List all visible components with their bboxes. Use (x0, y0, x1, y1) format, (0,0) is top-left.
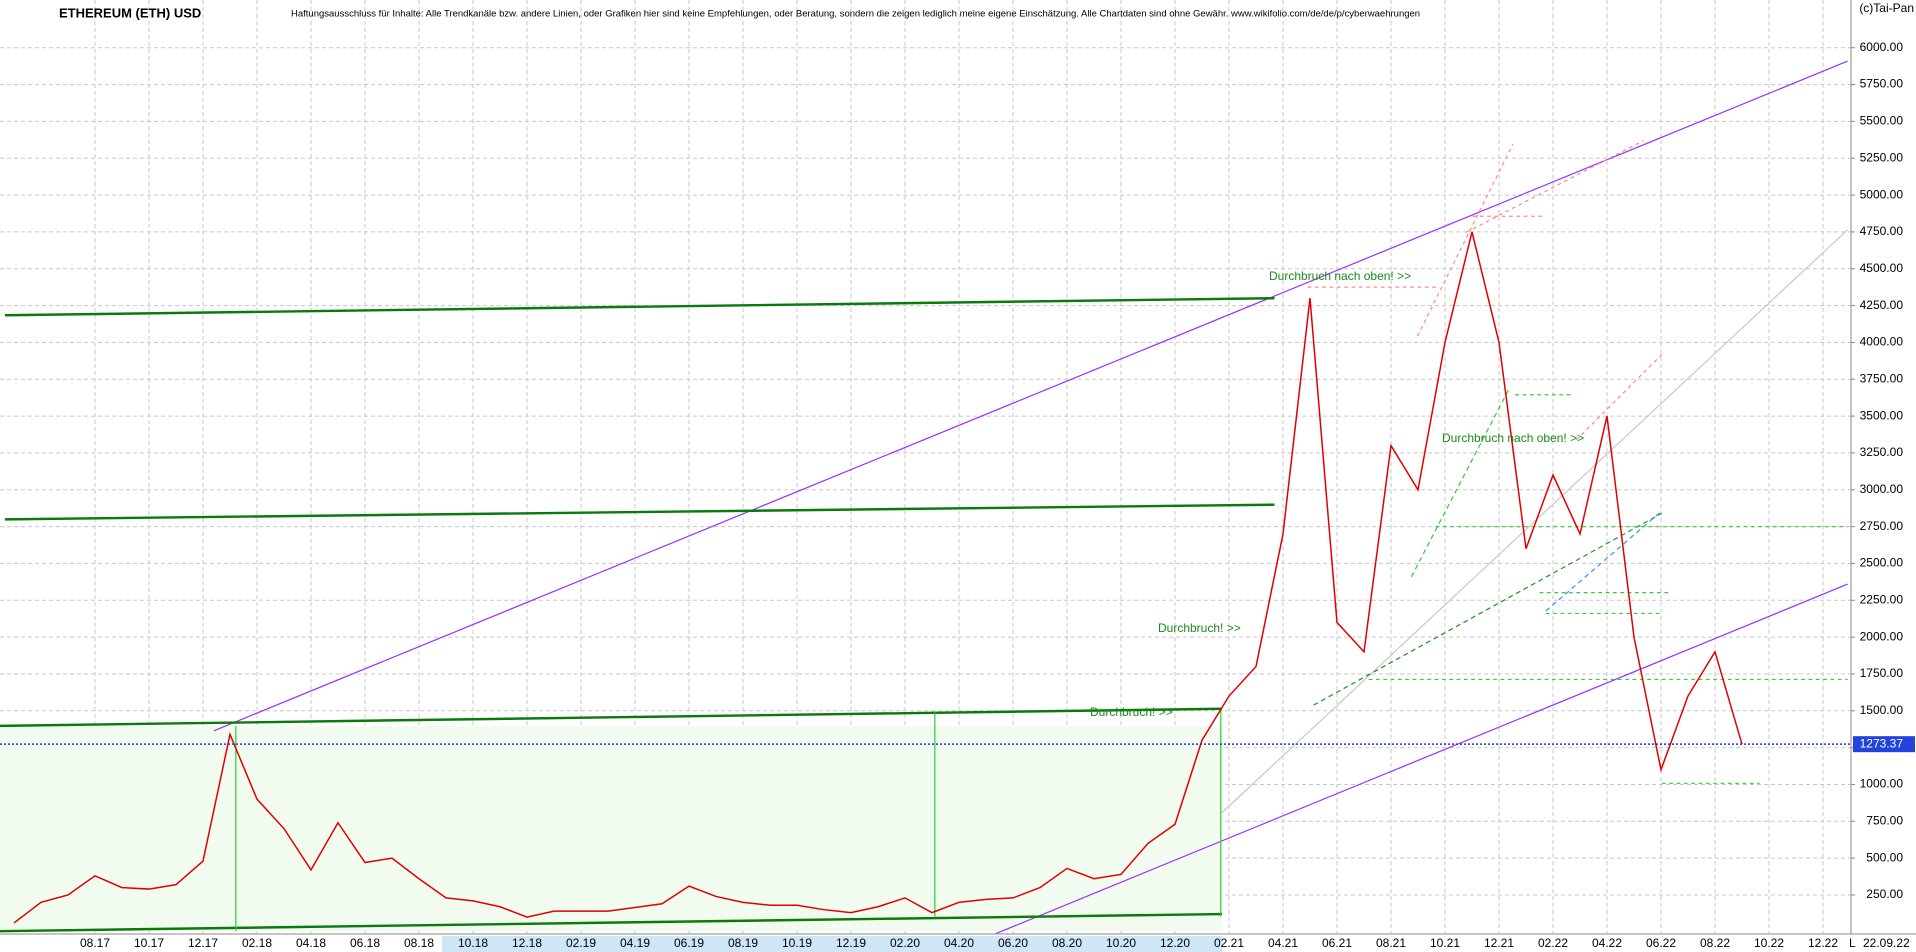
x-tick-label: 08.21 (1376, 936, 1406, 950)
x-tick-label: 06.19 (674, 936, 704, 950)
support (0, 912, 1223, 933)
y-tick-label: 3250.00 (1860, 445, 1904, 459)
y-tick-label: 5750.00 (1860, 77, 1904, 91)
range-fill (0, 725, 1222, 932)
upper-channel (213, 60, 1848, 732)
dashed-trend (1575, 353, 1663, 441)
resistance (4, 296, 1275, 317)
diagonal (1221, 229, 1849, 814)
y-tick-label: 2500.00 (1860, 556, 1904, 570)
annotation: Durchbruch nach oben! >> (1442, 431, 1584, 445)
x-tick-label: 10.22 (1754, 936, 1784, 950)
x-tick-label: 08.17 (80, 936, 110, 950)
y-tick-label: 3000.00 (1860, 482, 1904, 496)
y-tick-label: 3500.00 (1860, 408, 1904, 422)
x-tick-label: 12.17 (188, 936, 218, 950)
resistance (0, 707, 1223, 728)
trend-lines (0, 60, 1849, 935)
y-tick-label: 5500.00 (1860, 114, 1904, 128)
x-tick-label: 12.20 (1160, 936, 1190, 950)
y-tick-label: 5000.00 (1860, 187, 1904, 201)
last-price-box (1853, 736, 1915, 753)
chart-title: ETHEREUM (ETH) USD (59, 5, 201, 20)
y-tick-label: 500.00 (1866, 850, 1903, 864)
price-line (13, 231, 1743, 924)
lower-channel (995, 583, 1848, 935)
x-tick-label: 12.19 (836, 936, 866, 950)
y-tick-label: 1000.00 (1860, 777, 1904, 791)
x-tick-label: 04.20 (944, 936, 974, 950)
y-tick-label: 4000.00 (1860, 335, 1904, 349)
x-tick-label: 10.17 (134, 936, 164, 950)
y-tick-label: 5250.00 (1860, 150, 1904, 164)
x-tick-label: 10.19 (782, 936, 812, 950)
y-tick-label: 2250.00 (1860, 592, 1904, 606)
y-tick-label: 750.00 (1866, 813, 1903, 827)
y-tick-label: 2750.00 (1860, 519, 1904, 533)
y-tick-label: 4500.00 (1860, 261, 1904, 275)
x-tick-label: 02.22 (1538, 936, 1568, 950)
x-tick-label: 02.20 (890, 936, 920, 950)
date: 22.09.22 (1863, 936, 1910, 950)
x-tick-label: 04.21 (1268, 936, 1298, 950)
x-tick-label: 06.21 (1322, 936, 1352, 950)
y-tick-label: 4750.00 (1860, 224, 1904, 238)
y-tick-label: 2000.00 (1860, 629, 1904, 643)
x-tick-label: 04.22 (1592, 936, 1622, 950)
x-tick-label: 08.20 (1052, 936, 1082, 950)
x-tick-label: 08.22 (1700, 936, 1730, 950)
x-tick-label: 10.18 (458, 936, 488, 950)
y-tick-label: 6000.00 (1860, 40, 1904, 54)
y-tick-label: 250.00 (1866, 887, 1903, 901)
y-tick-label: 3750.00 (1860, 371, 1904, 385)
x-tick-label: 10.20 (1106, 936, 1136, 950)
x-tick-label: 02.21 (1214, 936, 1244, 950)
x-tick-label: 06.20 (998, 936, 1028, 950)
x-tick-label: 04.19 (620, 936, 650, 950)
x-tick-label: 06.18 (350, 936, 380, 950)
x-tick-label: 02.19 (566, 936, 596, 950)
resistance (4, 503, 1275, 521)
annotation: Durchbruch nach oben! >> (1269, 269, 1411, 283)
y-tick-label: 1750.00 (1860, 666, 1904, 680)
scale-mark: L (1849, 936, 1856, 950)
x-tick-label: 06.22 (1646, 936, 1676, 950)
y-tick-label: 4250.00 (1860, 298, 1904, 312)
x-tick-label: 12.21 (1484, 936, 1514, 950)
axis-highlight (442, 936, 1222, 952)
disclaimer: Haftungsausschluss für Inhalte: Alle Tre… (291, 9, 1420, 20)
x-tick-label: 12.18 (512, 936, 542, 950)
x-tick-label: 08.18 (404, 936, 434, 950)
y-tick-label: 1500.00 (1860, 703, 1904, 717)
x-tick-label: 12.22 (1808, 936, 1838, 950)
dashed-trend (1416, 143, 1514, 337)
x-tick-label: 10.21 (1430, 936, 1460, 950)
x-tick-label: 02.18 (242, 936, 272, 950)
dashed-trend (1313, 512, 1663, 706)
copyright: (c)Tai-Pan (1859, 1, 1914, 15)
annotation: Durchbruch! >> (1158, 621, 1241, 635)
annotation: Durchbruch! >> (1090, 705, 1173, 719)
x-tick-label: 08.19 (728, 936, 758, 950)
last-price-label: 1273.37 (1860, 736, 1904, 750)
dashed-trend (1410, 388, 1510, 578)
x-tick-label: 04.18 (296, 936, 326, 950)
